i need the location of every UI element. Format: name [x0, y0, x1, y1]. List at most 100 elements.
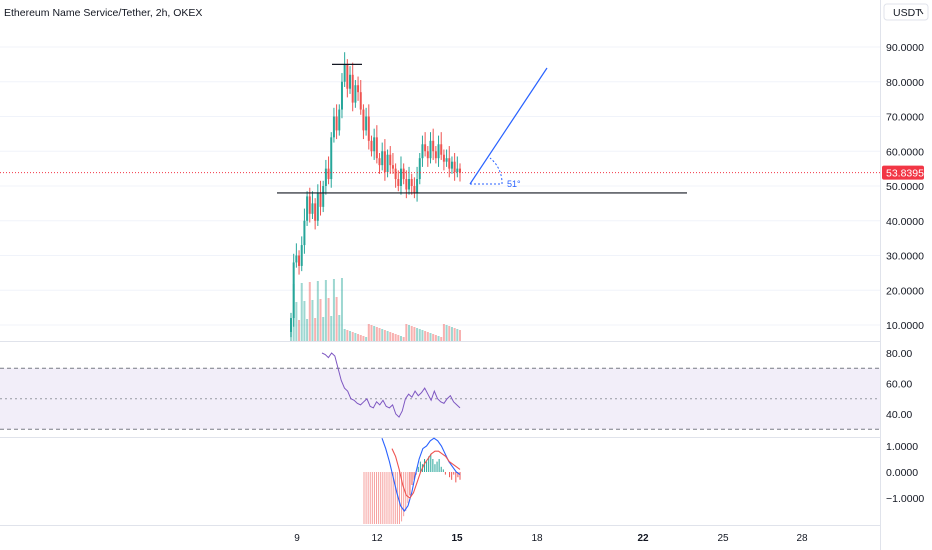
trend-angle-label: 51°: [507, 179, 521, 189]
candle-body: [378, 158, 381, 166]
time-tick-label: 9: [294, 533, 300, 544]
volume-bar: [300, 283, 303, 341]
chevron-down-icon: [919, 9, 924, 15]
volume-bar: [306, 319, 309, 341]
volume-bar: [416, 328, 419, 341]
rsi-line: [321, 352, 461, 418]
candle-body: [450, 161, 453, 169]
rsi-tick-label: 60.00: [886, 379, 912, 391]
volume-bar: [440, 337, 443, 341]
candle-body: [429, 140, 432, 159]
volume-bar: [365, 337, 368, 341]
volume-bar: [421, 330, 424, 341]
macd-axis-ticks: 1.0000 0.0000 −1.0000: [886, 441, 924, 505]
candle-body: [453, 161, 456, 173]
candle-body: [295, 255, 298, 263]
candle-body: [330, 137, 333, 180]
chart-title: Ethereum Name Service/Tether, 2h, OKEX: [4, 7, 202, 19]
volume-bar: [332, 279, 335, 341]
price-tick-label: 60.0000: [886, 146, 924, 158]
candle-body: [442, 154, 445, 162]
candle-body: [314, 203, 317, 221]
price-tick-label: 30.0000: [886, 251, 924, 263]
candle-body: [338, 109, 341, 131]
volume-bar: [340, 278, 343, 341]
candle-body: [459, 168, 461, 173]
volume-bar: [311, 300, 314, 341]
volume-bar: [316, 281, 319, 341]
volume-bar: [322, 317, 325, 341]
volume-bar: [349, 331, 352, 341]
candle-body: [362, 109, 365, 131]
candle-body: [421, 144, 424, 159]
candle-body: [351, 74, 354, 103]
candle-body: [349, 74, 352, 89]
candle-body: [359, 92, 362, 110]
volume-bar: [424, 331, 427, 341]
candle-body: [303, 220, 306, 246]
trend-angle-arc: [489, 157, 503, 185]
candle-body: [332, 116, 335, 138]
candle-body: [418, 158, 421, 180]
volume-bar: [429, 333, 432, 341]
price-tick-label: 80.0000: [886, 77, 924, 89]
price-tick-label: 10.0000: [886, 320, 924, 332]
volume-bar: [394, 334, 397, 341]
time-tick-label: 25: [717, 533, 729, 544]
rsi-axis-ticks: 80.00 60.00 40.00: [886, 348, 912, 421]
volume-bar: [410, 326, 413, 341]
candle-body: [440, 144, 443, 155]
trend-line[interactable]: [469, 67, 548, 185]
volume-bar: [402, 337, 405, 341]
volume-bar: [456, 329, 459, 341]
volume-bar: [354, 333, 357, 341]
candle-body: [448, 158, 451, 169]
volume-bar: [367, 324, 370, 341]
volume-bars: [290, 278, 461, 341]
volume-bar: [343, 329, 346, 341]
candle-body: [434, 151, 437, 159]
volume-bar: [338, 315, 341, 341]
volume-bar: [308, 282, 311, 341]
volume-bar: [330, 316, 333, 341]
candle-body: [432, 140, 435, 152]
volume-bar: [386, 331, 389, 341]
candle-body: [308, 196, 311, 214]
volume-bar: [381, 329, 384, 341]
candle-body: [311, 203, 314, 214]
candle-body: [408, 179, 411, 190]
volume-bar: [359, 335, 362, 341]
volume-bar: [324, 280, 327, 341]
candle-body: [306, 196, 309, 221]
candle-body: [375, 137, 378, 159]
volume-bar: [413, 327, 416, 341]
volume-bar: [445, 325, 448, 341]
volume-bar: [391, 333, 394, 341]
currency-selector[interactable]: USDT: [883, 3, 929, 21]
last-price-tag: [882, 165, 924, 180]
candle-body: [340, 81, 343, 110]
candle-body: [405, 179, 408, 190]
volume-bar: [426, 332, 429, 341]
volume-bar: [399, 336, 402, 341]
volume-bar: [397, 335, 400, 341]
candle-body: [319, 192, 322, 207]
candle-body: [386, 154, 389, 173]
candle-body: [389, 154, 392, 166]
volume-bar: [383, 330, 386, 341]
volume-bar: [327, 298, 330, 341]
candle-body: [391, 165, 394, 169]
candle-body: [343, 64, 346, 82]
candle-body: [424, 144, 427, 152]
candle-body: [335, 116, 338, 131]
candle-body: [316, 192, 319, 221]
volume-bar: [448, 326, 451, 341]
volume-bar: [319, 299, 322, 341]
volume-bar: [453, 328, 456, 341]
volume-bar: [295, 302, 298, 341]
rsi-tick-label: 40.00: [886, 409, 912, 421]
volume-bar: [362, 336, 365, 341]
candle-body: [292, 262, 295, 319]
volume-bar: [450, 327, 453, 341]
